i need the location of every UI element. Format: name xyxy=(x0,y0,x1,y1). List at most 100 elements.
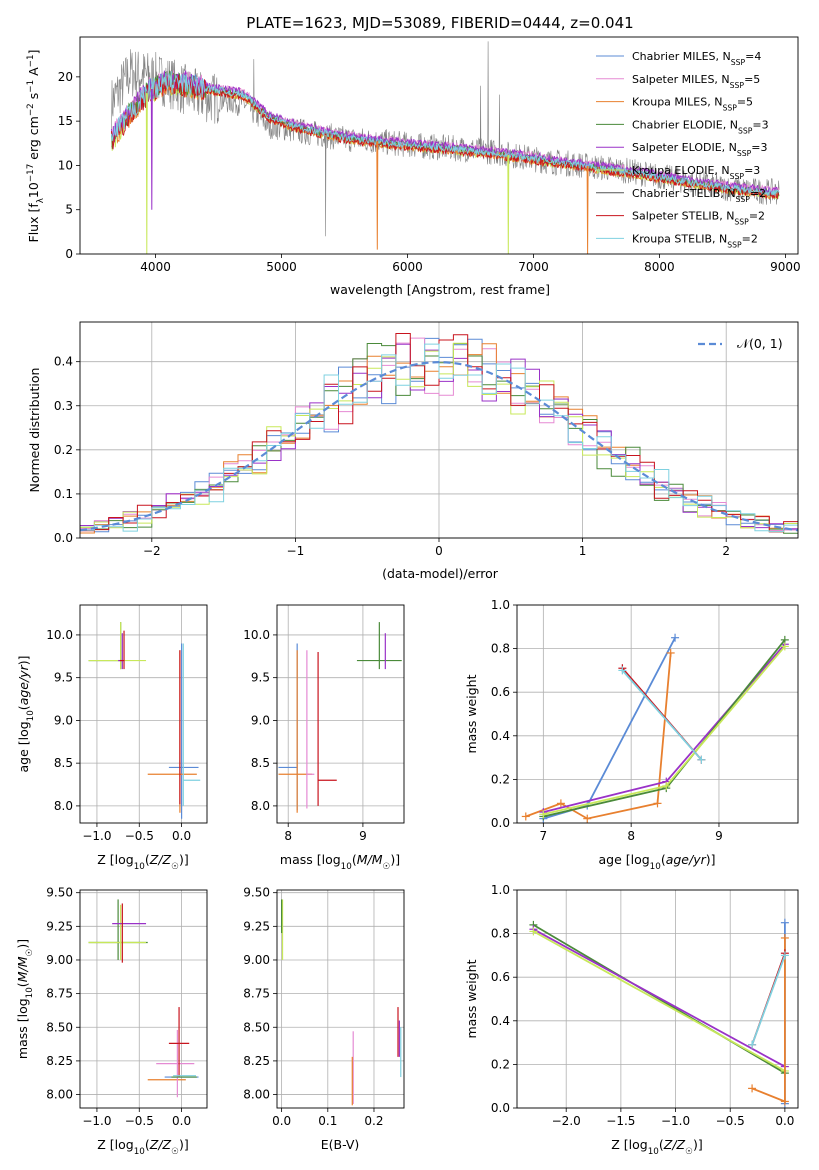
legend-label-part: Kroupa STELIB, N xyxy=(632,232,727,245)
y-tick-label: 8.00 xyxy=(46,1088,73,1102)
legend-label-part: Chabrier ELODIE, N xyxy=(632,118,738,131)
axes-frame xyxy=(79,604,208,824)
y-tick-label: 9.50 xyxy=(46,886,73,900)
x-axis-label-part: 10 xyxy=(134,862,145,872)
y-axis-label-part: −1 xyxy=(26,54,36,67)
legend-label-part: =2 xyxy=(742,232,758,245)
legend-label-part: =3 xyxy=(751,141,767,154)
legend-label-part: SSP xyxy=(722,103,737,112)
y-tick-label: 0.1 xyxy=(54,487,73,501)
model-dip xyxy=(376,141,379,250)
x-axis-label-part: mass [log xyxy=(280,852,341,867)
legend-label-part: Salpeter STELIB, N xyxy=(632,210,734,223)
x-tick-label: 9 xyxy=(359,829,367,843)
y-axis-label-part: λ xyxy=(36,198,46,203)
legend-label-part: SSP xyxy=(737,149,752,158)
y-axis-label-part: ☉ xyxy=(25,949,35,957)
model-dip xyxy=(507,154,510,254)
x-tick-label: −0.5 xyxy=(716,1114,745,1128)
y-axis-label-part: 10 xyxy=(26,182,41,198)
x-tick-label: 8000 xyxy=(644,260,675,274)
y-tick-label: 0 xyxy=(65,247,73,261)
plot-area xyxy=(278,622,402,813)
x-tick-label: 0.2 xyxy=(364,1114,383,1128)
x-axis-label: Z [log10(Z/Z☉)] xyxy=(611,1137,702,1157)
x-axis-label-part: )] xyxy=(693,1137,703,1152)
legend-label-part: Salpeter ELODIE, N xyxy=(632,141,737,154)
x-axis-label-part: ( xyxy=(352,852,357,867)
x-axis-label-part: )] xyxy=(179,1137,189,1152)
x-tick-label: −1.5 xyxy=(606,1114,635,1128)
y-tick-label: 9.5 xyxy=(54,671,73,685)
legend-label: Kroupa STELIB, NSSP=2 xyxy=(632,232,758,249)
legend-label-part: SSP xyxy=(730,172,745,181)
y-tick-label: 8.50 xyxy=(46,1020,73,1034)
series-salpeter_elodie xyxy=(532,928,786,1068)
legend-label-part: Chabrier MILES, N xyxy=(632,50,731,63)
y-tick-label: 0.8 xyxy=(491,927,510,941)
legend-label-part: Kroupa ELODIE, N xyxy=(632,164,730,177)
legend-label: Kroupa ELODIE, NSSP=3 xyxy=(632,164,760,181)
x-tick-label: 0.0 xyxy=(172,1114,191,1128)
y-axis-label-part: M/M xyxy=(15,956,30,982)
legend-label-part: SSP xyxy=(734,217,749,226)
plot-area xyxy=(88,622,201,819)
y-axis-label: mass weight xyxy=(464,959,479,1038)
y-tick-label: 10.0 xyxy=(46,628,73,642)
x-axis-label-part: M/M xyxy=(357,852,383,867)
y-axis-label-part: erg cm xyxy=(26,116,41,164)
y-tick-label: 9.00 xyxy=(46,953,73,967)
y-tick-label: 1.0 xyxy=(491,883,510,897)
legend-label: Chabrier MILES, NSSP=4 xyxy=(632,50,761,67)
y-tick-label: 0.4 xyxy=(54,355,73,369)
model-dip xyxy=(586,165,589,254)
panel-age_vs_mass: 8 9 8.0 8.5 9.0 9.5 10.0 mass [log10(M/M☉)] xyxy=(243,604,405,872)
x-tick-label: −0.5 xyxy=(125,1114,154,1128)
panel-mass_vs_Z: −1.0 −0.5 0.0 8.00 8.25 8.50 8.75 9.00 9.25 9.50 Z… xyxy=(15,886,208,1157)
axes-frame xyxy=(79,889,208,1109)
legend-label: Salpeter ELODIE, NSSP=3 xyxy=(632,141,768,158)
axes-frame xyxy=(79,36,799,255)
x-axis-label-part: ☉ xyxy=(171,862,179,872)
legend-label-part: =2 xyxy=(750,187,766,200)
y-axis-label-part: age [log xyxy=(16,721,31,772)
x-axis-label-part: Z/Z xyxy=(149,1137,172,1152)
y-tick-label: 0.4 xyxy=(491,1014,510,1028)
y-axis-label-part: 10 xyxy=(26,710,36,721)
legend-label-part: Kroupa MILES, N xyxy=(632,96,722,109)
x-tick-label: 9 xyxy=(715,829,723,843)
legend-label-part: =3 xyxy=(752,118,768,131)
x-tick-label: −2.0 xyxy=(552,1114,581,1128)
x-tick-label: 9000 xyxy=(770,260,801,274)
legend-label: 𝒩(0, 1) xyxy=(737,336,783,351)
y-tick-label: 0.0 xyxy=(491,816,510,830)
x-axis-label-part: 10 xyxy=(134,1147,145,1157)
x-axis-label-part: ( xyxy=(659,1137,664,1152)
x-axis-label: Z [log10(Z/Z☉)] xyxy=(97,1137,188,1157)
x-tick-label: 4000 xyxy=(140,260,171,274)
legend-label: Chabrier STELIB, NSSP=2 xyxy=(632,187,766,204)
series-kroupa_miles xyxy=(751,938,786,1103)
y-tick-label: 8.5 xyxy=(251,756,270,770)
x-tick-label: 8 xyxy=(627,829,635,843)
x-axis-label-part: Z [log xyxy=(611,1137,647,1152)
y-tick-label: 8.25 xyxy=(46,1054,73,1068)
y-axis-label: age [log10(age/yr)] xyxy=(16,655,36,772)
model-dip xyxy=(150,88,153,210)
model-kroupa_miles xyxy=(111,73,780,200)
data-spike xyxy=(324,135,327,237)
x-axis-label: (data-model)/error xyxy=(382,566,499,581)
x-tick-label: 0.0 xyxy=(775,1114,794,1128)
y-tick-label: 8.0 xyxy=(54,799,73,813)
x-axis-label-part: ☉ xyxy=(382,862,390,872)
y-tick-label: 15 xyxy=(58,114,73,128)
x-tick-label: 8 xyxy=(284,829,292,843)
x-tick-label: 0.1 xyxy=(318,1114,337,1128)
legend-label: Salpeter STELIB, NSSP=2 xyxy=(632,210,765,227)
y-axis-label-part: s xyxy=(26,93,41,104)
y-axis-label-part: −2 xyxy=(26,103,36,116)
legend-label-part: =2 xyxy=(749,210,765,223)
x-tick-label: −0.5 xyxy=(125,829,154,843)
x-tick-label: 0.0 xyxy=(272,1114,291,1128)
y-axis-label-part: 10 xyxy=(25,987,35,998)
